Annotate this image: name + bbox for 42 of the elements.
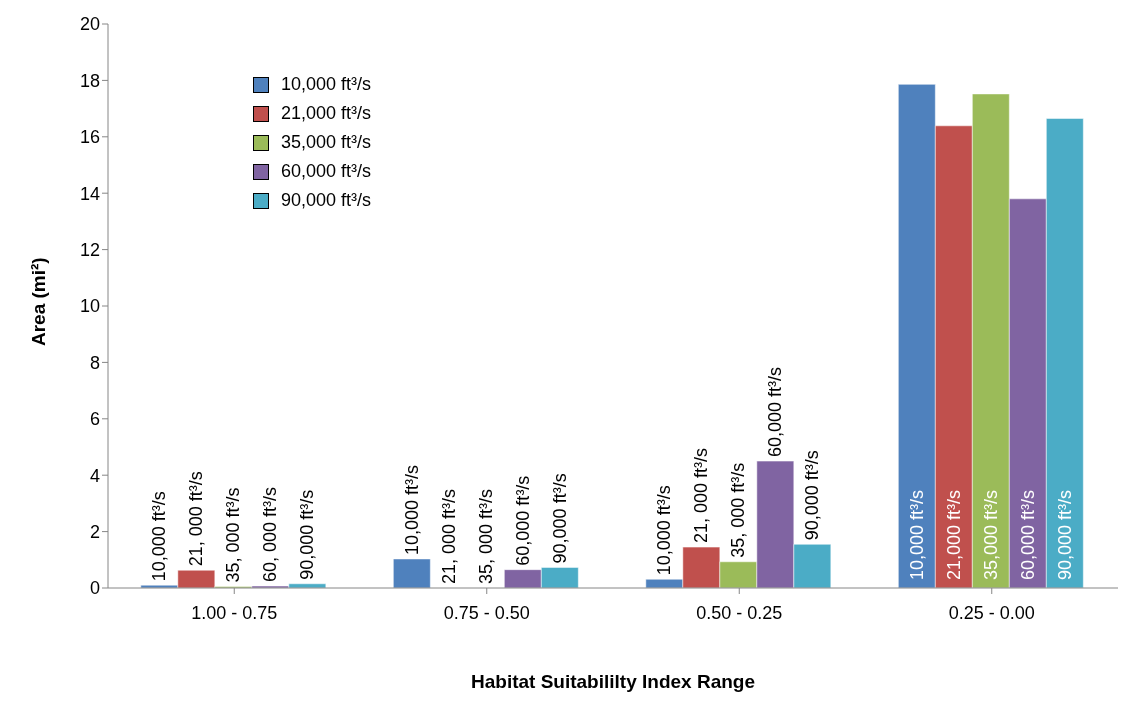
annotation: 60,000 ft³/s	[1017, 489, 1038, 580]
y-tick-label: 20	[79, 14, 100, 35]
annotation: 60,000 ft³/s	[765, 367, 786, 458]
y-tick-label: 10	[79, 296, 100, 317]
y-tick-label: 14	[79, 183, 100, 204]
y-tick-label: 12	[79, 239, 100, 260]
x-axis-title: Habitat Suitabililty Index Range	[471, 671, 755, 692]
annotation: 10,000 ft³/s	[401, 464, 422, 555]
annotation: 21, 000 ft³/s	[438, 488, 459, 584]
x-tick-label: 1.00 - 0.75	[191, 602, 278, 623]
annotation: 90,000 ft³/s	[297, 489, 318, 580]
y-tick-label: 6	[89, 409, 100, 430]
annotation: 60, 000 ft³/s	[260, 486, 281, 583]
annotation: 35, 000 ft³/s	[728, 462, 749, 558]
y-tick-label: 4	[89, 465, 100, 486]
annotation: 90,000 ft³/s	[549, 473, 570, 564]
legend-label: 60,000 ft³/s	[281, 161, 372, 182]
annotation: 10,000 ft³/s	[906, 489, 927, 580]
y-tick-label: 2	[89, 521, 100, 542]
x-tick-label: 0.50 - 0.25	[696, 602, 783, 623]
annotation: 21,000 ft³/s	[943, 489, 964, 580]
y-tick-label: 16	[79, 127, 100, 148]
annotation: 21, 000 ft³/s	[691, 448, 712, 544]
x-tick-label: 0.75 - 0.50	[443, 602, 530, 623]
annotation: 10,000 ft³/s	[149, 491, 170, 582]
annotation: 90,000 ft³/s	[802, 450, 823, 541]
y-tick-label: 8	[89, 352, 100, 373]
legend-label: 90,000 ft³/s	[281, 190, 372, 211]
y-tick-label: 18	[79, 70, 100, 91]
annotation: 10,000 ft³/s	[654, 485, 675, 576]
annotation: 21, 000 ft³/s	[186, 471, 207, 567]
legend-label: 10,000 ft³/s	[281, 74, 372, 95]
x-tick-label: 0.25 - 0.00	[948, 602, 1035, 623]
annotation: 60,000 ft³/s	[512, 475, 533, 566]
legend-label: 35,000 ft³/s	[281, 132, 372, 153]
y-axis-title: Area (mi²)	[27, 257, 49, 346]
annotation: 35, 000 ft³/s	[475, 488, 496, 584]
annotation: 35, 000 ft³/s	[223, 487, 244, 583]
legend-label: 21,000 ft³/s	[281, 103, 372, 124]
annotation: 90,000 ft³/s	[1054, 489, 1075, 580]
y-tick-label: 0	[89, 578, 100, 599]
annotation: 35,000 ft³/s	[980, 489, 1001, 580]
